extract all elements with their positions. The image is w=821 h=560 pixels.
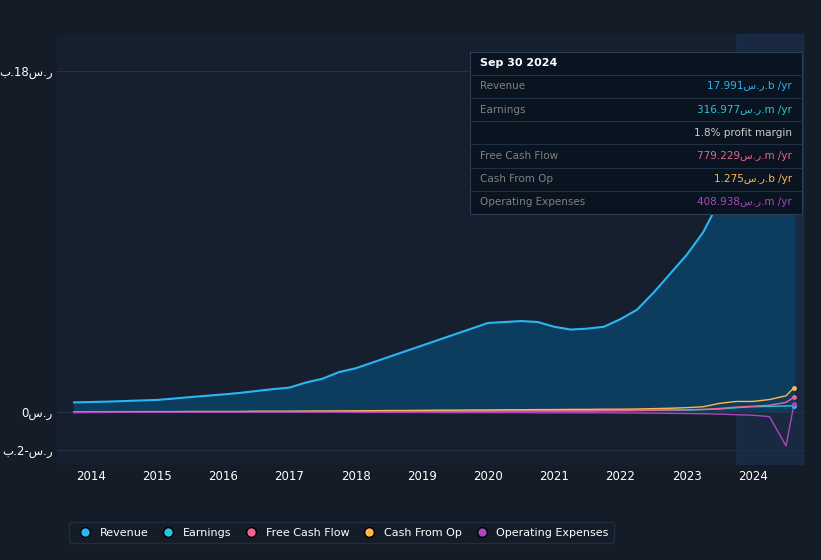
Text: 1.8% profit margin: 1.8% profit margin [694,128,792,138]
Text: Free Cash Flow: Free Cash Flow [479,151,557,161]
Text: 17.991س.ر.b /yr: 17.991س.ر.b /yr [708,81,792,91]
Legend: Revenue, Earnings, Free Cash Flow, Cash From Op, Operating Expenses: Revenue, Earnings, Free Cash Flow, Cash … [69,522,614,543]
Bar [736,34,803,465]
Text: Operating Expenses: Operating Expenses [479,197,585,207]
Text: Sep 30 2024: Sep 30 2024 [479,58,557,68]
Text: Revenue: Revenue [479,81,525,91]
Text: Earnings: Earnings [479,105,525,115]
Text: 1.275س.ر.b /yr: 1.275س.ر.b /yr [714,174,792,184]
Text: 779.229س.ر.m /yr: 779.229س.ر.m /yr [697,151,792,161]
Text: 408.938س.ر.m /yr: 408.938س.ر.m /yr [697,197,792,207]
Text: 316.977س.ر.m /yr: 316.977س.ر.m /yr [697,105,792,115]
Text: Cash From Op: Cash From Op [479,174,553,184]
